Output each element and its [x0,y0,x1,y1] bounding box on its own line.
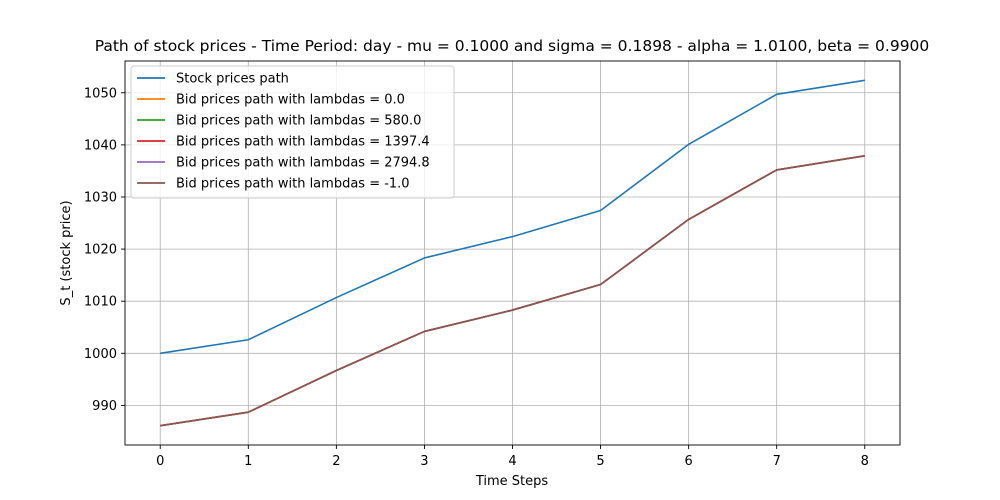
legend-label-4: Bid prices path with lambdas = 2794.8 [176,156,430,171]
y-tick-label: 990 [92,399,117,414]
x-axis-label: Time Steps [475,474,549,489]
x-tick-label: 0 [156,454,164,469]
legend-label-2: Bid prices path with lambdas = 580.0 [176,114,421,129]
legend-label-1: Bid prices path with lambdas = 0.0 [176,93,405,108]
x-tick-label: 5 [596,454,604,469]
legend-box [130,65,455,199]
x-tick-label: 6 [684,454,692,469]
y-tick-label: 1020 [84,243,117,258]
x-tick-label: 7 [773,454,781,469]
y-axis-label: S_t (stock price) [59,200,74,305]
y-tick-label: 1040 [84,138,117,153]
plot-area: 0 1 2 3 4 5 6 7 8 990 1000 1010 1020 1030 1040 1050 Stoc… [84,60,901,469]
x-tick-label: 3 [420,454,428,469]
legend-label-3: Bid prices path with lambdas = 1397.4 [176,135,430,150]
legend: Stock prices path Bid prices path with la… [130,65,455,199]
y-tick-label: 1000 [84,347,117,362]
x-tick-label: 2 [332,454,340,469]
y-tick-label: 1010 [84,295,117,310]
x-tick-label: 4 [508,454,516,469]
series-line-0 [160,79,865,355]
series-line-5 [160,155,865,427]
legend-label-5: Bid prices path with lambdas = -1.0 [176,177,410,192]
chart-title: Path of stock prices - Time Period: day … [95,37,930,55]
y-tick-label: 1030 [84,190,117,205]
x-tick-label: 8 [861,454,869,469]
legend-label-0: Stock prices path [176,72,289,87]
y-tick-label: 1050 [84,86,117,101]
x-tick-label: 1 [244,454,252,469]
